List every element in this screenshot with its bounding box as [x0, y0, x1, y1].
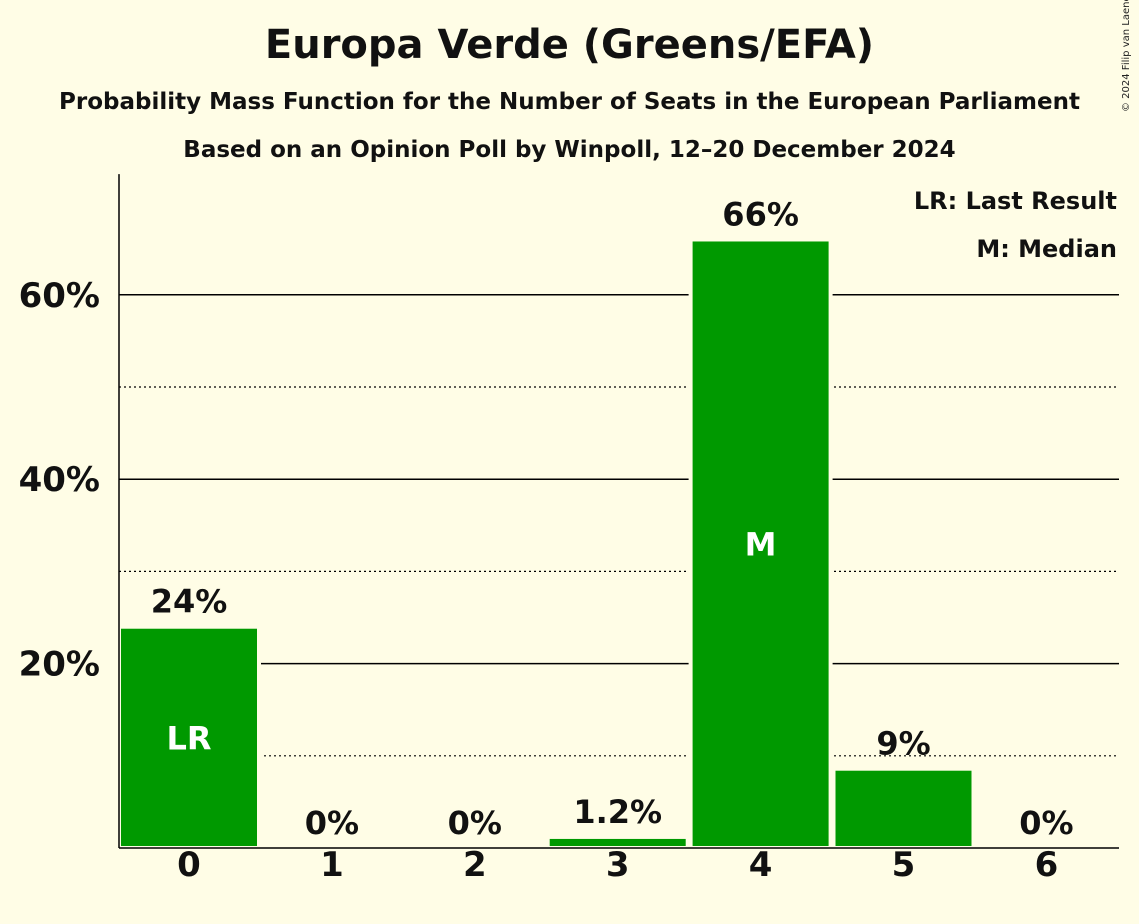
bar-value-label: 0%	[448, 804, 502, 842]
y-tick-label: 40%	[19, 460, 100, 500]
y-tick-label: 60%	[19, 276, 100, 316]
bar-value-label: 9%	[876, 725, 930, 763]
x-tick-label: 4	[749, 845, 773, 885]
bar-value-label: 0%	[305, 804, 359, 842]
y-tick-label: 20%	[19, 645, 100, 685]
bar-value-label: 66%	[722, 195, 799, 233]
bar-marker-label: LR	[166, 719, 211, 757]
bar	[688, 237, 833, 851]
x-tick-label: 1	[320, 845, 344, 885]
bar-value-label: 0%	[1019, 804, 1073, 842]
bar	[831, 766, 976, 851]
x-tick-label: 6	[1035, 845, 1059, 885]
x-tick-label: 2	[463, 845, 487, 885]
bar-value-label: 1.2%	[573, 793, 662, 831]
legend-entry: M: Median	[976, 235, 1117, 263]
chart-title: Europa Verde (Greens/EFA)	[264, 22, 875, 68]
legend-entry: LR: Last Result	[914, 187, 1117, 215]
x-tick-label: 3	[606, 845, 630, 885]
bar-marker-label: M	[745, 526, 777, 564]
x-tick-label: 0	[177, 845, 201, 885]
x-tick-label: 5	[892, 845, 916, 885]
chart-subtitle: Probability Mass Function for the Number…	[59, 89, 1080, 115]
chart-source-subtitle: Based on an Opinion Poll by Winpoll, 12–…	[183, 137, 956, 163]
bar-value-label: 24%	[151, 583, 228, 621]
